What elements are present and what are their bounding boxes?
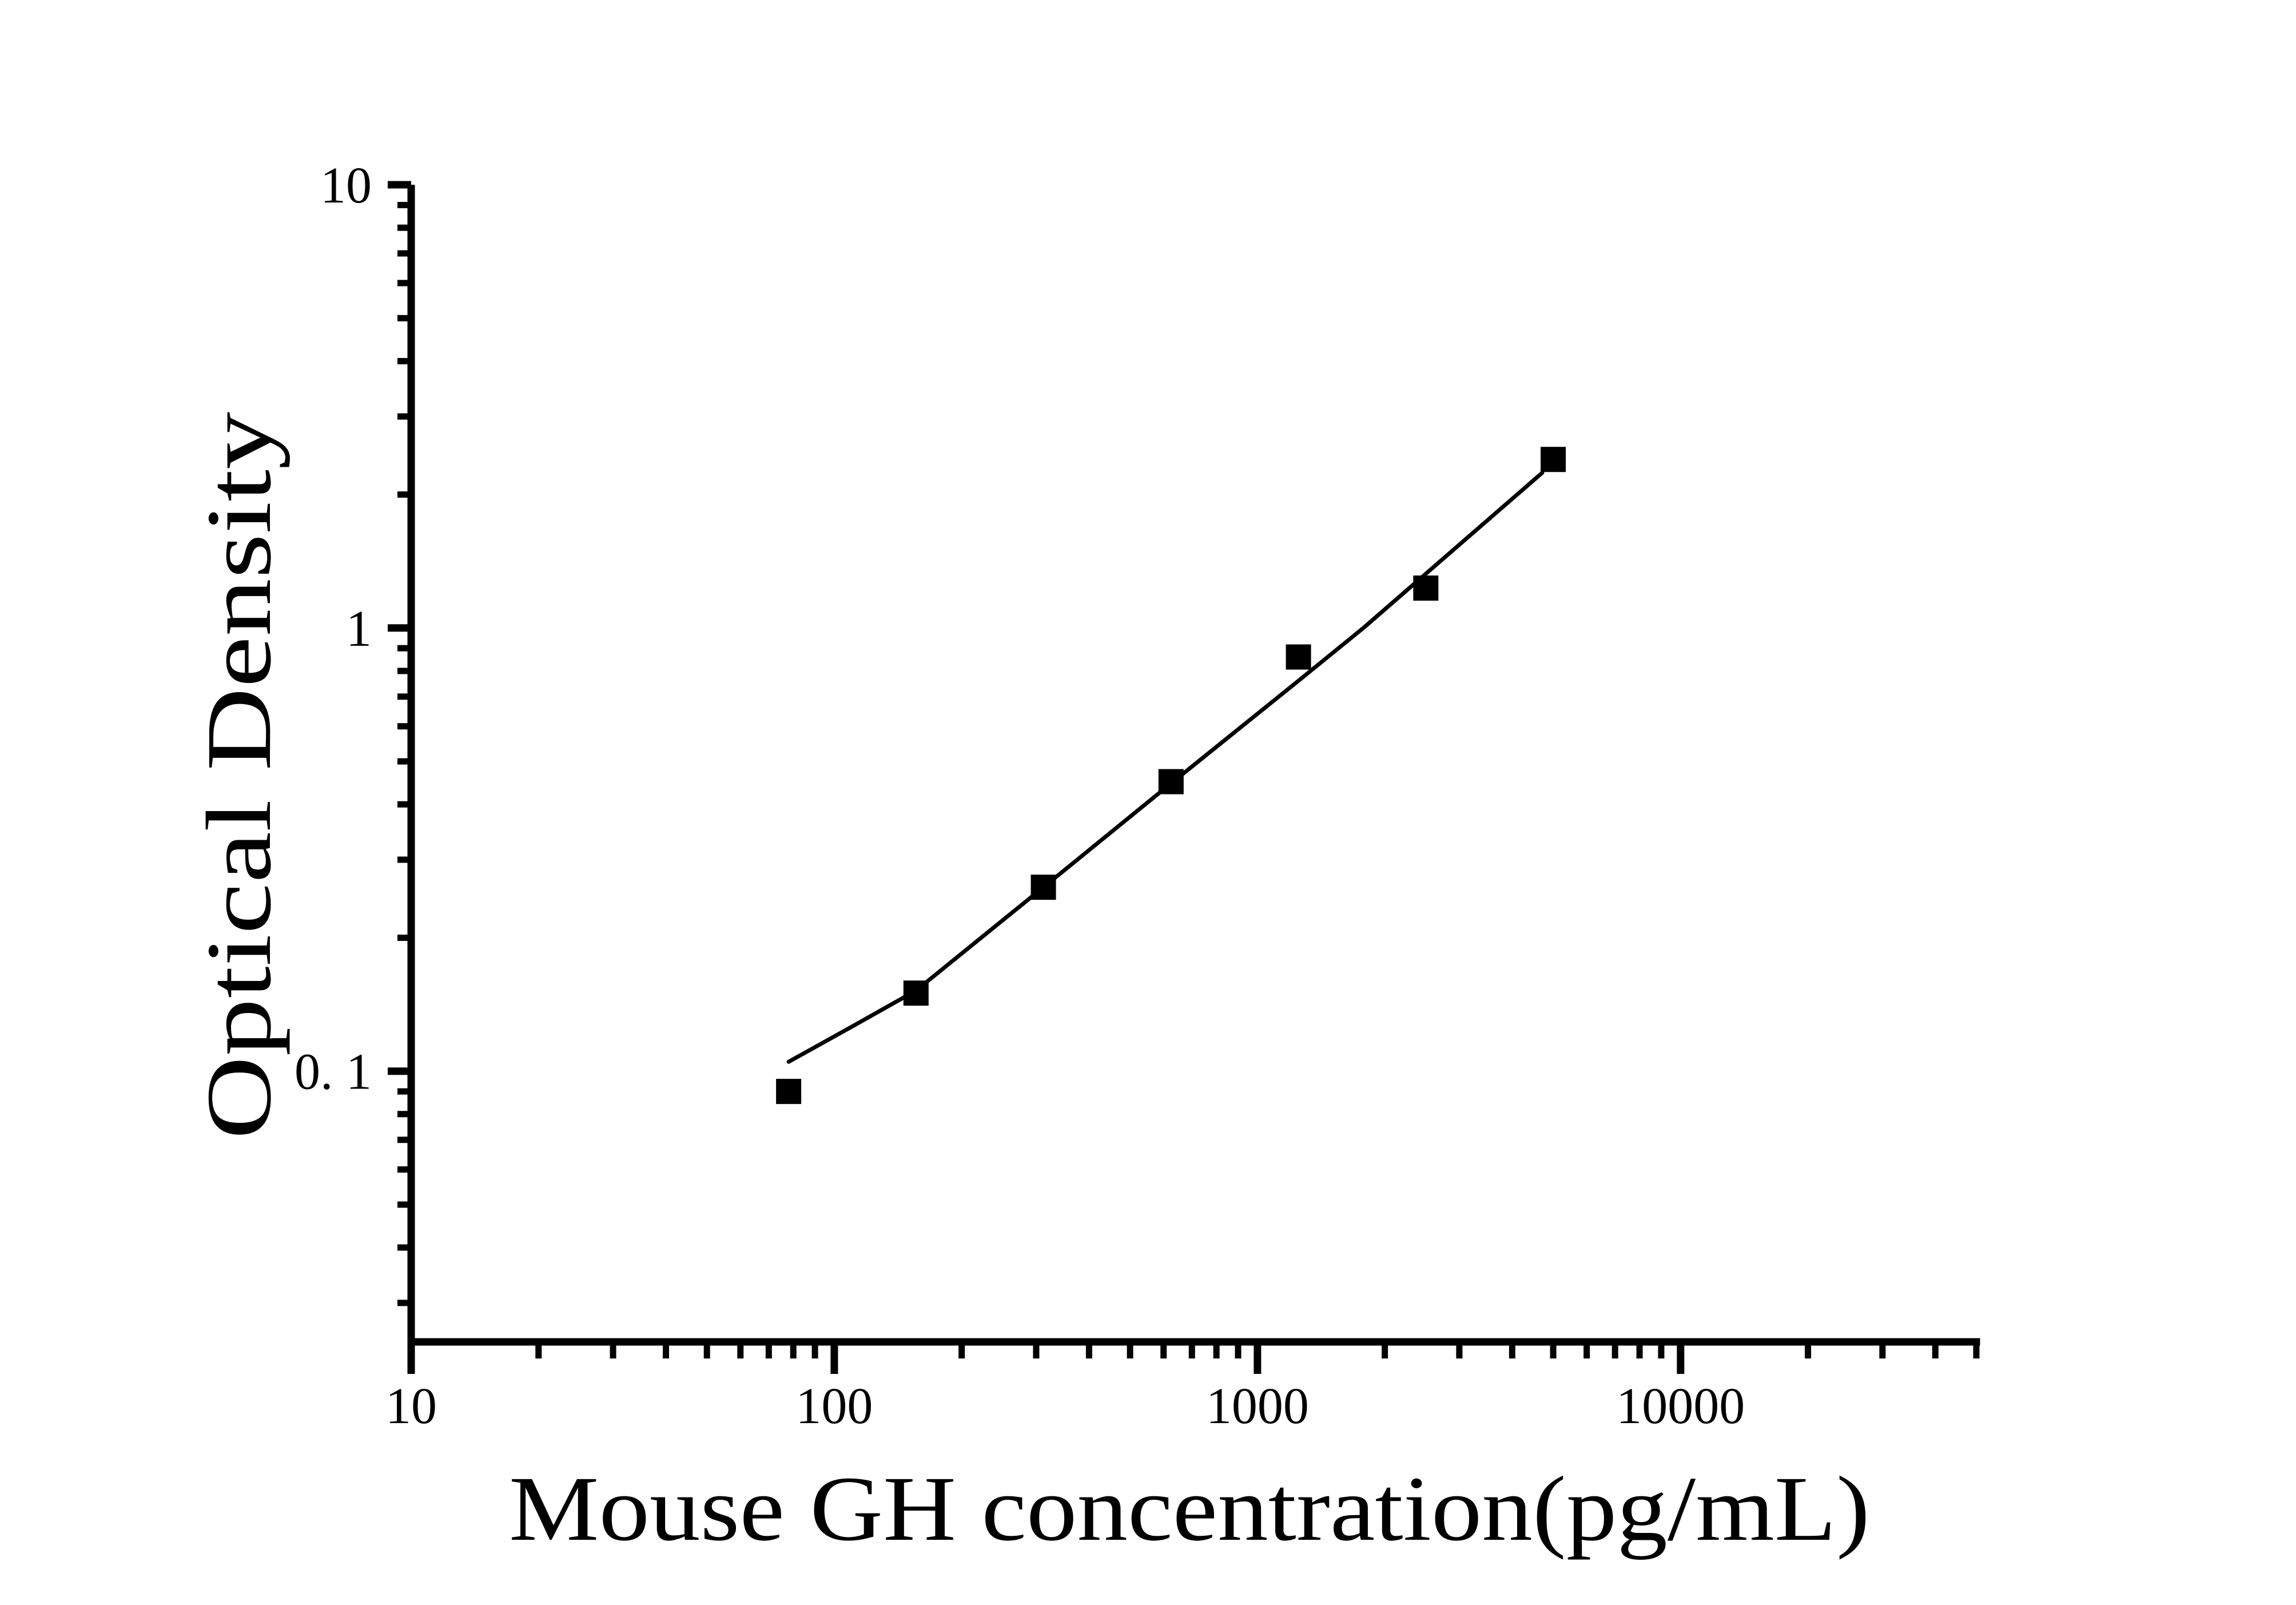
x-tick-label: 10000 [1616, 1378, 1745, 1435]
fitted-curve [786, 471, 1545, 1064]
data-point-marker [776, 1079, 802, 1105]
y-axis-title: Optical Density [188, 412, 291, 1139]
data-point-marker [1030, 875, 1056, 900]
data-point-marker [1158, 769, 1184, 794]
data-series [776, 447, 1566, 1105]
y-tick-labels: 10 1 0. 1 [295, 157, 372, 1101]
y-tick-label: 1 [346, 601, 372, 657]
x-tick-label: 10 [385, 1378, 437, 1435]
y-tick-label: 10 [320, 157, 372, 214]
x-axis-ticks [407, 1342, 1980, 1374]
x-tick-label: 1000 [1206, 1378, 1309, 1435]
data-point-marker [1286, 644, 1311, 670]
data-point-marker [1413, 575, 1439, 601]
data-point-marker [903, 980, 929, 1006]
data-point-marker [1541, 447, 1566, 472]
y-axis-ticks [388, 181, 411, 1306]
x-tick-labels: 10 100 1000 10000 [385, 1378, 1745, 1435]
x-tick-label: 100 [795, 1378, 873, 1435]
x-axis-title: Mouse GH concentration(pg/mL) [509, 1458, 1870, 1560]
y-tick-label: 0. 1 [295, 1044, 372, 1101]
